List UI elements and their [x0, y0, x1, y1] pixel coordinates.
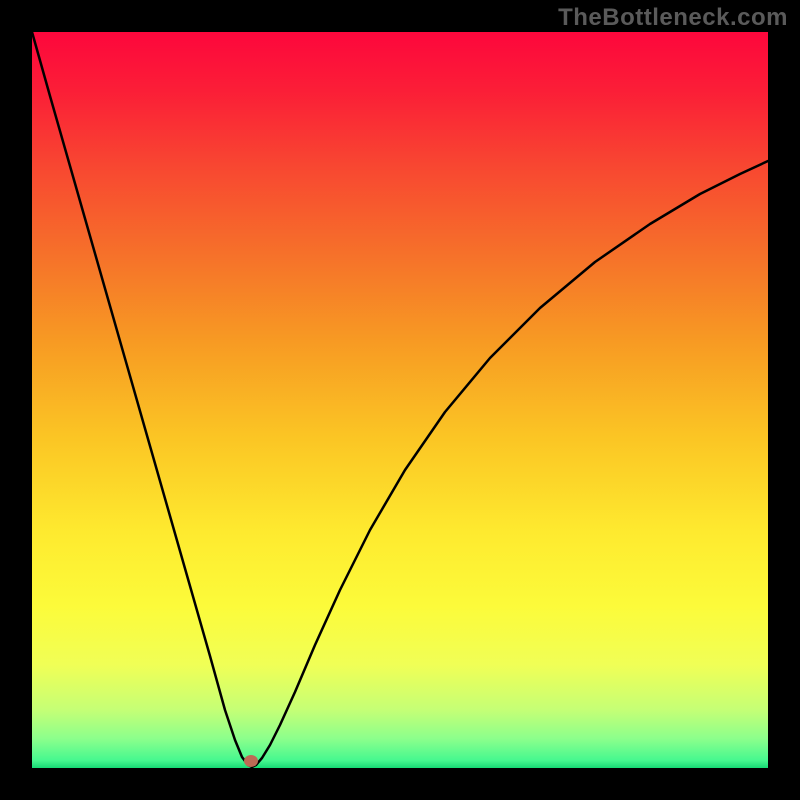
plot-background: [32, 32, 768, 768]
target-marker: [244, 755, 258, 767]
chart-container: TheBottleneck.com: [0, 0, 800, 800]
chart-svg: [0, 0, 800, 800]
watermark-text: TheBottleneck.com: [558, 4, 788, 32]
